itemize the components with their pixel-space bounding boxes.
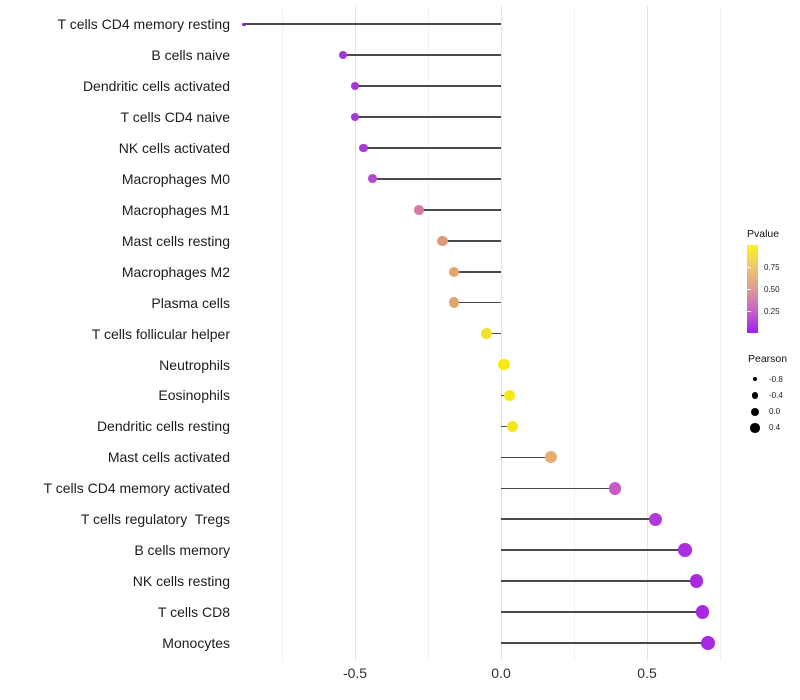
category-label: T cells CD8 (157, 604, 230, 621)
lollipop-stem (501, 611, 703, 613)
pvalue-tick-label: 0.75 (764, 262, 780, 272)
category-label: T cells regulatory Tregs (80, 511, 230, 528)
data-point (701, 636, 716, 650)
data-point (368, 174, 377, 184)
grid-major-line (355, 6, 356, 661)
lollipop-stem (486, 332, 501, 335)
lollipop-stem (501, 425, 513, 428)
pvalue-tick-label: 0.25 (764, 306, 780, 316)
pearson-legend-key-dot (751, 407, 759, 416)
pearson-legend-title: Pearson (748, 353, 788, 365)
lollipop-stem (343, 54, 501, 56)
lollipop-stem (501, 549, 685, 551)
data-point (608, 481, 622, 495)
grid-major-line (647, 6, 648, 661)
category-label: Macrophages M1 (121, 201, 230, 218)
data-point (350, 112, 360, 122)
data-point (480, 328, 492, 340)
pvalue-colorbar-tickmark (747, 311, 751, 312)
x-tick-label: -0.5 (342, 665, 368, 681)
x-tick-label: 0.5 (637, 665, 657, 681)
pearson-legend-key-dot (750, 423, 760, 433)
x-tick-label: 0.0 (491, 665, 511, 681)
lollipop-stem (355, 116, 501, 118)
category-label: T cells CD4 memory activated (43, 480, 230, 497)
lollipop-stem (419, 209, 501, 211)
pearson-legend-key-dot (751, 392, 759, 399)
data-point (544, 451, 557, 464)
category-label: Macrophages M0 (121, 170, 230, 187)
grid-minor-line (574, 6, 575, 661)
lollipop-stem (501, 456, 551, 459)
category-label: T cells CD4 memory resting (57, 16, 230, 33)
lollipop-stem (372, 178, 501, 180)
grid-minor-line (428, 6, 429, 661)
pearson-legend-key-dot (753, 377, 757, 381)
data-point (504, 389, 516, 402)
pearson-legend-entry-label: -0.4 (769, 390, 783, 400)
lollipop-stem (501, 487, 615, 490)
data-point (359, 143, 369, 153)
data-point (350, 81, 360, 91)
category-label: T cells CD4 naive (120, 109, 230, 126)
data-point (498, 358, 510, 371)
lollipop-stem (454, 270, 501, 273)
category-label: Plasma cells (151, 294, 230, 311)
data-point (339, 51, 348, 60)
lollipop-stem (501, 518, 656, 521)
pvalue-colorbar-tickmark (747, 289, 751, 290)
category-label: Eosinophils (158, 387, 230, 404)
grid-minor-line (720, 6, 721, 661)
data-point (695, 605, 710, 619)
data-point (242, 22, 246, 26)
category-label: NK cells activated (118, 139, 230, 156)
pearson-legend-entry-label: -0.8 (769, 374, 783, 384)
category-label: Mast cells activated (107, 449, 230, 466)
lollipop-stem (355, 85, 501, 87)
pearson-legend-entry-label: 0.4 (769, 423, 781, 433)
category-label: NK cells resting (132, 573, 230, 590)
data-point (507, 420, 519, 433)
category-label: B cells memory (134, 542, 230, 559)
data-point (449, 266, 460, 277)
pearson-legend-entry-label: 0.0 (769, 407, 781, 417)
data-point (678, 543, 692, 557)
category-label: Mast cells resting (121, 232, 230, 249)
lollipop-stem (454, 301, 501, 304)
lollipop-stem (501, 580, 697, 582)
grid-minor-line (282, 6, 283, 661)
data-point (414, 204, 425, 215)
lollipop-stem (363, 147, 501, 149)
data-point (449, 297, 460, 308)
lollipop-stem (442, 239, 501, 242)
pvalue-colorbar (747, 245, 758, 333)
category-label: Dendritic cells resting (96, 418, 230, 435)
data-point (649, 512, 663, 526)
pvalue-tick-label: 0.50 (764, 284, 780, 294)
category-label: Dendritic cells activated (82, 78, 230, 95)
pvalue-legend-title: Pvalue (747, 228, 780, 240)
data-point (437, 235, 448, 246)
lollipop-stem (501, 642, 709, 644)
lollipop-stem (244, 23, 501, 25)
category-label: B cells naive (151, 47, 230, 64)
category-label: Monocytes (162, 635, 230, 651)
grid-major-line (501, 6, 502, 661)
category-label: Neutrophils (159, 356, 230, 373)
pvalue-colorbar-tickmark (747, 267, 751, 268)
category-label: Macrophages M2 (121, 263, 230, 280)
category-label: T cells follicular helper (91, 325, 230, 342)
data-point (689, 574, 704, 588)
